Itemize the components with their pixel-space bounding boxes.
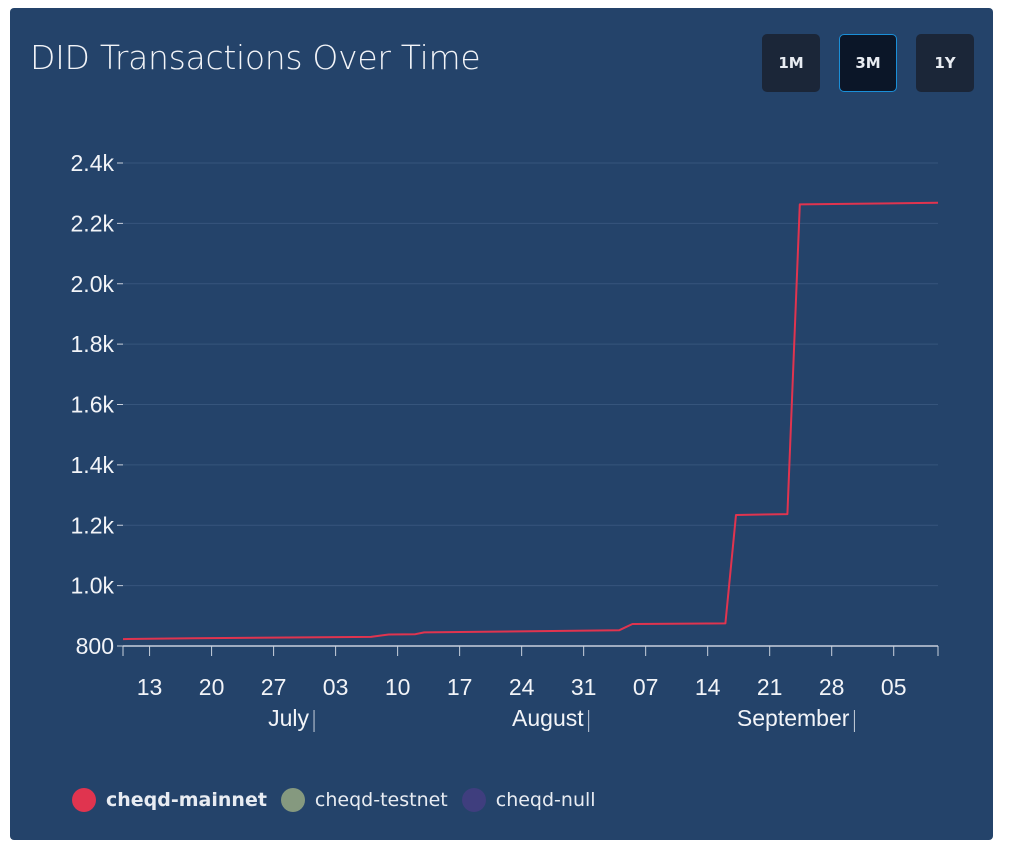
chart-title: DID Transactions Over Time bbox=[30, 38, 481, 77]
x-tick-label: 05 bbox=[881, 674, 907, 700]
y-tick-label: 1.0k bbox=[71, 573, 115, 599]
legend-item-null[interactable]: cheqd-null bbox=[461, 788, 596, 812]
month-label: July bbox=[268, 705, 309, 731]
range-selector: 1M 3M 1Y bbox=[762, 34, 974, 92]
range-1m-button[interactable]: 1M bbox=[762, 34, 820, 92]
chart-card: DID Transactions Over Time 1M 3M 1Y 800 1… bbox=[10, 8, 993, 840]
x-tick-label: 13 bbox=[137, 674, 163, 700]
y-tick-label: 1.2k bbox=[71, 512, 115, 538]
x-tick-label: 14 bbox=[695, 674, 721, 700]
legend: cheqd-mainnet cheqd-testnet cheqd-null bbox=[72, 788, 610, 812]
line-chart: 800 1.0k 1.2k 1.4k 1.6k 1.8k 2.0k 2.2k 2.4k 13 20 2… bbox=[71, 150, 939, 732]
x-tick-label: 24 bbox=[509, 674, 535, 700]
x-tick-label: 17 bbox=[447, 674, 473, 700]
y-tick-label: 2.2k bbox=[71, 210, 115, 236]
legend-label: cheqd-testnet bbox=[314, 789, 448, 811]
y-tick-label: 1.8k bbox=[71, 331, 115, 357]
null-dot-icon bbox=[461, 788, 486, 812]
y-tick-label: 2.4k bbox=[71, 150, 115, 176]
x-tick-label: 20 bbox=[199, 674, 225, 700]
x-tick-label: 28 bbox=[819, 674, 845, 700]
x-tick-label: 10 bbox=[385, 674, 411, 700]
legend-item-testnet[interactable]: cheqd-testnet bbox=[280, 788, 448, 812]
legend-item-mainnet[interactable]: cheqd-mainnet bbox=[72, 788, 267, 812]
legend-label: cheqd-mainnet bbox=[106, 789, 267, 811]
y-tick-label: 1.6k bbox=[71, 392, 115, 418]
testnet-dot-icon bbox=[280, 788, 305, 812]
month-label: September bbox=[737, 705, 850, 731]
range-1y-button[interactable]: 1Y bbox=[916, 34, 974, 92]
y-tick-label: 800 bbox=[76, 633, 114, 659]
x-tick-label: 07 bbox=[633, 674, 659, 700]
range-3m-button[interactable]: 3M bbox=[839, 34, 897, 92]
y-tick-label: 2.0k bbox=[71, 271, 115, 297]
legend-label: cheqd-null bbox=[495, 789, 596, 811]
x-tick-label: 27 bbox=[261, 674, 287, 700]
x-tick-label: 21 bbox=[757, 674, 783, 700]
x-tick-label: 31 bbox=[571, 674, 597, 700]
mainnet-dot-icon bbox=[72, 788, 96, 812]
series-line-cheqd-mainnet bbox=[122, 201, 939, 641]
x-tick-label: 03 bbox=[323, 674, 349, 700]
month-label: August bbox=[512, 705, 584, 731]
y-tick-label: 1.4k bbox=[71, 452, 115, 478]
